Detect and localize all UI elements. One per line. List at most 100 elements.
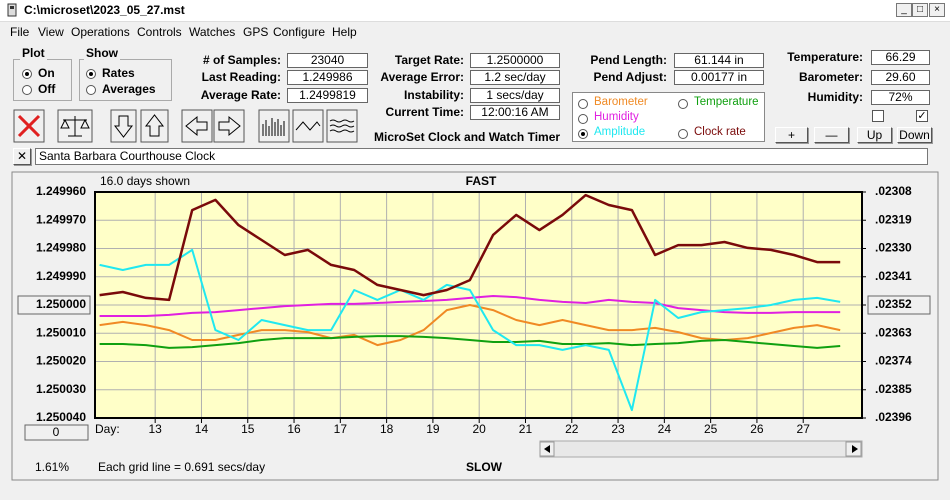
- menu-item[interactable]: Controls: [137, 25, 182, 39]
- x-tick-label: 24: [658, 422, 672, 436]
- x-tick-label: 17: [334, 422, 348, 436]
- legend: [572, 92, 765, 142]
- field-label: Pend Adjust:: [593, 70, 667, 84]
- title-bar: C:\microset\2023_05_27.mst _ □ ×: [0, 0, 950, 22]
- field-value: 1 secs/day: [470, 88, 560, 103]
- balance-button[interactable]: [57, 109, 93, 143]
- field-label: Barometer:: [798, 70, 863, 84]
- checkbox[interactable]: [872, 110, 884, 122]
- field-value: 1.2499819: [287, 88, 368, 103]
- y2-tick-label: .02363: [875, 325, 912, 339]
- up-button[interactable]: [140, 109, 169, 143]
- maximize-button[interactable]: □: [912, 3, 928, 17]
- menu-item[interactable]: Help: [332, 25, 357, 39]
- radio-label[interactable]: Off: [38, 82, 56, 96]
- day-label: Day:: [95, 422, 120, 436]
- button[interactable]: Up: [857, 127, 892, 143]
- y2-tick-label: .02319: [875, 212, 912, 226]
- bars-button[interactable]: [258, 109, 290, 143]
- y-tick-label: 1.250030: [36, 382, 86, 396]
- field-label: Pend Length:: [590, 53, 667, 67]
- button[interactable]: Down: [897, 127, 932, 143]
- y-tick-label: 1.249980: [36, 241, 86, 255]
- radio[interactable]: [22, 69, 32, 79]
- left-button[interactable]: [181, 109, 213, 143]
- y-tick-label: 1.250010: [36, 325, 86, 339]
- close-button[interactable]: ×: [929, 3, 945, 17]
- offset-button[interactable]: [24, 424, 89, 441]
- days-shown: 16.0 days shown: [100, 174, 190, 188]
- y-tick-label: 1.250000: [36, 297, 86, 311]
- plot-frame: [94, 191, 863, 419]
- radio-label[interactable]: Rates: [102, 66, 135, 80]
- field-label: Current Time:: [385, 105, 464, 119]
- grid-note: Each grid line = 0.691 secs/day: [98, 460, 265, 474]
- button[interactable]: —: [814, 127, 849, 143]
- y-tick-label: 1.249990: [36, 269, 86, 283]
- rate-button[interactable]: [17, 295, 91, 315]
- x-tick-label: 23: [611, 422, 625, 436]
- legend-label[interactable]: Humidity: [594, 111, 639, 123]
- menu-item[interactable]: GPS: [243, 25, 269, 39]
- field-label: Humidity:: [807, 90, 863, 104]
- legend-label[interactable]: Clock rate: [694, 126, 746, 138]
- field-value: 23040: [287, 53, 368, 68]
- x-tick-label: 14: [195, 422, 209, 436]
- minimize-button[interactable]: _: [896, 3, 912, 17]
- radio[interactable]: [22, 85, 32, 95]
- legend-label[interactable]: Barometer: [594, 96, 648, 108]
- menu-item[interactable]: Configure: [273, 25, 326, 39]
- clock-name-field[interactable]: Santa Barbara Courthouse Clock: [35, 148, 928, 165]
- field-label: Instability:: [403, 88, 464, 102]
- y-tick-label: 1.249960: [36, 184, 86, 198]
- x-tick-label: 21: [519, 422, 533, 436]
- button[interactable]: +: [775, 127, 808, 143]
- legend-label[interactable]: Amplitude: [594, 126, 646, 138]
- x-tick-label: 13: [148, 422, 162, 436]
- clear-button[interactable]: ✕: [13, 148, 31, 165]
- radio[interactable]: [678, 99, 688, 109]
- x-tick-label: 27: [797, 422, 811, 436]
- down-button[interactable]: [110, 109, 137, 143]
- x-tick-label: 19: [426, 422, 440, 436]
- radio[interactable]: [86, 69, 96, 79]
- menu-item[interactable]: Watches: [189, 25, 236, 39]
- ripple-button[interactable]: [326, 109, 358, 143]
- x-tick-label: 26: [750, 422, 764, 436]
- field-value: 1.2500000: [470, 53, 560, 68]
- field-label: # of Samples:: [202, 53, 281, 67]
- scrollbar[interactable]: [539, 440, 863, 458]
- legend-label[interactable]: Temperature: [694, 96, 759, 108]
- radio[interactable]: [86, 85, 96, 95]
- field-value: 0.00177 in: [674, 70, 764, 85]
- field-value: 72%: [871, 90, 930, 105]
- y2-tick-label: .02352: [875, 297, 912, 311]
- radio-label[interactable]: On: [38, 66, 55, 80]
- y-tick-label: 1.250040: [36, 410, 86, 424]
- series-line: [99, 335, 841, 349]
- checkbox[interactable]: ✓: [916, 110, 928, 122]
- x-tick-label: 18: [380, 422, 394, 436]
- y2-tick-label: .02374: [875, 354, 912, 368]
- menu-item[interactable]: File: [10, 25, 30, 39]
- group-title: Plot: [20, 46, 47, 60]
- radio[interactable]: [578, 129, 588, 139]
- series-line: [99, 248, 841, 412]
- chart: 13 14 15 16 17 18 19 20 21 22 23 24 25 26 27 1.249960 1.…: [11, 171, 939, 481]
- menu-item[interactable]: View: [38, 25, 64, 39]
- radio[interactable]: [678, 129, 688, 139]
- amplitude-button[interactable]: [867, 295, 931, 315]
- field-label: Average Error:: [380, 70, 464, 84]
- y2-tick-label: .02385: [875, 382, 912, 396]
- menu-item[interactable]: Operations: [71, 25, 130, 39]
- toolbar: [13, 109, 358, 143]
- radio[interactable]: [578, 114, 588, 124]
- wave-button[interactable]: [292, 109, 324, 143]
- show-group: [79, 59, 172, 101]
- radio[interactable]: [578, 99, 588, 109]
- radio-label[interactable]: Averages: [102, 82, 156, 96]
- right-button[interactable]: [213, 109, 245, 143]
- field-label: Temperature:: [787, 50, 863, 64]
- stop-button[interactable]: [13, 109, 45, 143]
